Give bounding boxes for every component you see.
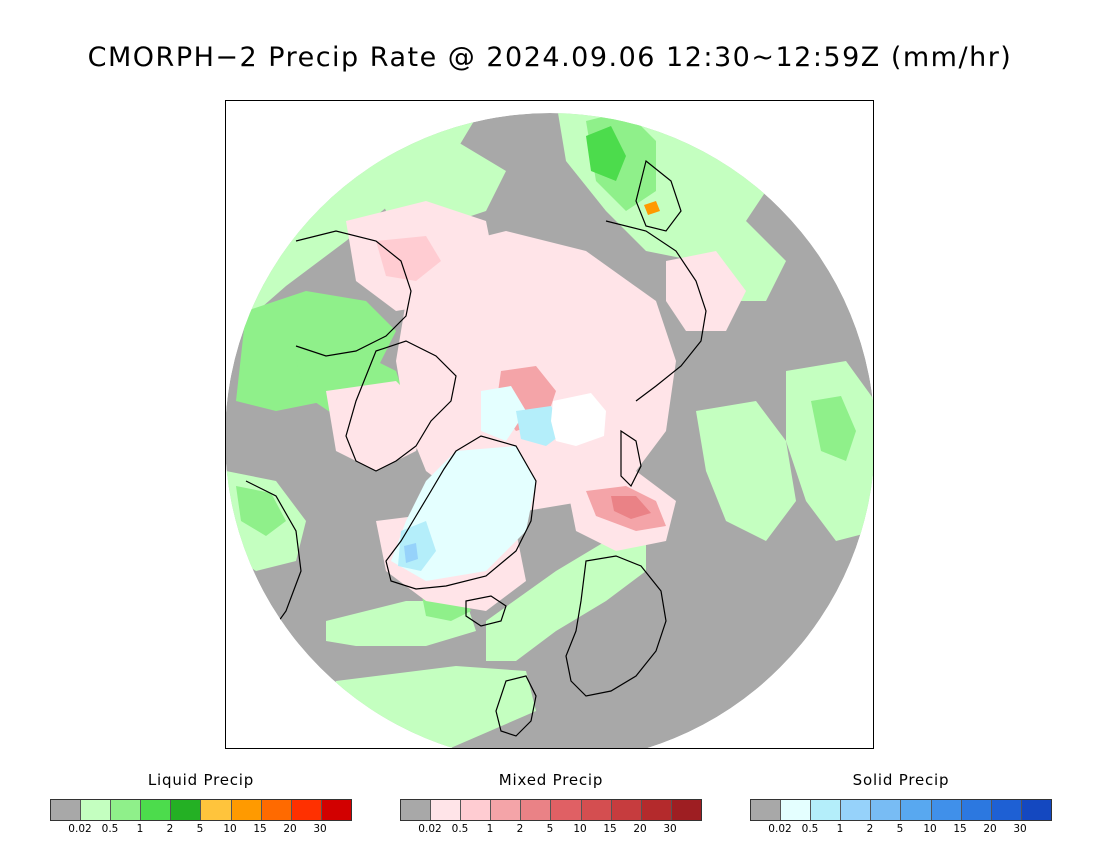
chart-title: CMORPH−2 Precip Rate @ 2024.09.06 12:30~… — [87, 42, 1013, 73]
solid-area-ellesmere — [481, 386, 526, 441]
legend-solid: Solid Precip 0.02 0.5 1 2 5 10 15 20 30 — [750, 770, 1052, 840]
liquid-area-okhotsk-peak — [644, 201, 660, 215]
mixed-swatch-4 — [521, 800, 552, 820]
solid-tick-label: 15 — [953, 823, 967, 835]
solid-swatch-8 — [991, 800, 1022, 820]
coastline-scandinavia — [565, 555, 667, 697]
mixed-swatch-7 — [611, 800, 642, 820]
solid-swatch-7 — [961, 800, 992, 820]
coastline-alaska — [295, 230, 412, 357]
mixed-tick-label: 0.5 — [451, 823, 469, 835]
liquid-swatch-7 — [261, 800, 292, 820]
solid-swatch-2 — [811, 800, 842, 820]
solid-swatch-6 — [931, 800, 962, 820]
liquid-tick-label: 1 — [136, 823, 144, 835]
solid-swatch-9 — [1021, 800, 1051, 820]
solid-tick-label: 30 — [1013, 823, 1027, 835]
liquid-swatch-5 — [201, 800, 232, 820]
liquid-swatch-3 — [141, 800, 172, 820]
liquid-swatch-9 — [321, 800, 351, 820]
legend-mixed: Mixed Precip 0.02 0.5 1 2 5 10 15 20 30 — [400, 770, 702, 840]
coastline-novaya-zemlya — [620, 429, 642, 488]
liquid-tick-label: 0.5 — [101, 823, 119, 835]
liquid-tick-label: 15 — [253, 823, 267, 835]
mixed-area-barents-peak — [611, 496, 651, 519]
solid-swatch-1 — [781, 800, 812, 820]
solid-tick-label: 5 — [896, 823, 904, 835]
mixed-tick-label: 20 — [633, 823, 647, 835]
mixed-tick-label: 5 — [546, 823, 554, 835]
legend-liquid: Liquid Precip 0.02 0.5 1 2 5 10 15 20 30 — [50, 770, 352, 840]
mixed-tick-label: 30 — [663, 823, 677, 835]
mixed-swatch-2 — [461, 800, 492, 820]
liquid-tick-label: 10 — [223, 823, 237, 835]
pole-data-gap — [551, 393, 606, 446]
liquid-tick-label: 20 — [283, 823, 297, 835]
coastline-greenland — [385, 435, 537, 590]
coastline-uk — [495, 675, 537, 737]
mixed-swatch-6 — [581, 800, 612, 820]
mixed-swatch-0 — [401, 800, 432, 820]
liquid-swatch-4 — [171, 800, 202, 820]
solid-precip-areas — [391, 386, 566, 581]
solid-tick-label: 0.02 — [768, 823, 792, 835]
coastline-iceland — [465, 595, 507, 627]
polar-precip-map — [226, 113, 873, 748]
mixed-swatch-5 — [551, 800, 582, 820]
solid-swatch-4 — [871, 800, 902, 820]
liquid-swatch-8 — [291, 800, 322, 820]
mixed-area-russia-coast — [666, 251, 746, 331]
mixed-swatch-3 — [491, 800, 522, 820]
mixed-tick-label: 0.02 — [418, 823, 442, 835]
liquid-tick-label: 30 — [313, 823, 327, 835]
map-frame — [225, 100, 874, 749]
legend-solid-title: Solid Precip — [852, 771, 950, 789]
solid-tick-label: 2 — [866, 823, 874, 835]
liquid-area-scandinavia — [486, 531, 646, 661]
coastline-kamchatka — [635, 159, 682, 232]
liquid-tick-label: 0.02 — [68, 823, 92, 835]
liquid-swatch-1 — [81, 800, 112, 820]
solid-swatch-5 — [901, 800, 932, 820]
mixed-swatch-1 — [431, 800, 462, 820]
legend-mixed-ticks: 0.02 0.5 1 2 5 10 15 20 30 — [400, 823, 700, 837]
liquid-tick-label: 5 — [196, 823, 204, 835]
mixed-swatch-8 — [641, 800, 672, 820]
mixed-area-chukchi — [376, 236, 441, 281]
mixed-tick-label: 2 — [516, 823, 524, 835]
mixed-swatch-9 — [671, 800, 701, 820]
solid-tick-label: 0.5 — [801, 823, 819, 835]
legend-mixed-color-bar — [400, 799, 702, 821]
solid-swatch-0 — [751, 800, 782, 820]
liquid-area-labrador-core — [236, 486, 286, 536]
liquid-area-okhotsk-core — [586, 126, 626, 181]
solid-swatch-3 — [841, 800, 872, 820]
solid-tick-label: 1 — [836, 823, 844, 835]
legend-liquid-color-bar — [50, 799, 352, 821]
mixed-tick-label: 1 — [486, 823, 494, 835]
coastline-canadian-archipelago — [345, 340, 457, 472]
legend-liquid-title: Liquid Precip — [147, 771, 255, 789]
coastlines — [235, 159, 707, 737]
solid-area-greenland-peak — [404, 543, 418, 563]
mixed-precip-areas — [326, 201, 746, 611]
legend-solid-color-bar — [750, 799, 1052, 821]
legend-solid-ticks: 0.02 0.5 1 2 5 10 15 20 30 — [750, 823, 1050, 837]
solid-tick-label: 10 — [923, 823, 937, 835]
mixed-tick-label: 10 — [573, 823, 587, 835]
legend-liquid-ticks: 0.02 0.5 1 2 5 10 15 20 30 — [50, 823, 350, 837]
legend-mixed-title: Mixed Precip — [498, 771, 604, 789]
liquid-swatch-6 — [231, 800, 262, 820]
mixed-tick-label: 15 — [603, 823, 617, 835]
solid-tick-label: 20 — [983, 823, 997, 835]
coastline-siberia — [605, 220, 707, 402]
liquid-area-siberia-central — [696, 401, 796, 541]
liquid-swatch-0 — [51, 800, 82, 820]
liquid-tick-label: 2 — [166, 823, 174, 835]
liquid-swatch-2 — [111, 800, 142, 820]
liquid-area-far-east-core — [811, 396, 856, 461]
